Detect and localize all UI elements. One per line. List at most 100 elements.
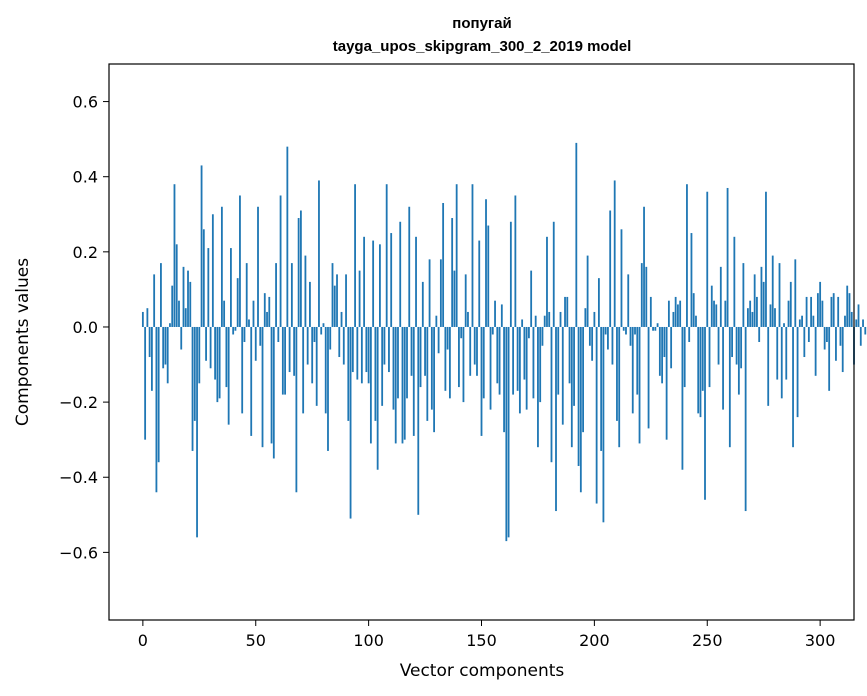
- bar: [232, 326, 235, 335]
- bar: [564, 296, 566, 327]
- bar: [543, 315, 546, 327]
- bar: [250, 326, 253, 436]
- bar: [728, 326, 731, 448]
- bar: [525, 326, 528, 410]
- bar: [336, 274, 338, 327]
- bar: [478, 240, 481, 327]
- plot-frame: [108, 63, 855, 621]
- bar: [561, 326, 564, 425]
- x-tick-label: 300: [805, 631, 836, 650]
- bar: [758, 326, 761, 342]
- bar: [345, 274, 347, 327]
- bar: [487, 225, 490, 327]
- bar: [211, 214, 214, 327]
- bar: [776, 326, 779, 380]
- bar: [832, 293, 835, 327]
- bar: [175, 244, 178, 327]
- bar: [494, 300, 496, 327]
- bar: [385, 184, 388, 327]
- bar: [162, 326, 165, 369]
- bar: [697, 326, 700, 414]
- bar: [737, 326, 740, 395]
- bar: [173, 184, 176, 327]
- bar: [512, 326, 515, 395]
- bar: [164, 326, 167, 365]
- bar: [575, 142, 578, 327]
- bar: [286, 146, 289, 327]
- bar: [243, 326, 246, 342]
- bar: [451, 218, 454, 327]
- bar: [412, 326, 415, 436]
- bar: [826, 326, 828, 342]
- bar: [146, 308, 149, 327]
- bar: [613, 180, 616, 327]
- bar: [306, 326, 309, 365]
- x-tick-label: 150: [466, 631, 497, 650]
- bar: [756, 296, 758, 327]
- bar: [568, 326, 571, 384]
- bar: [532, 326, 535, 399]
- bar: [584, 308, 587, 327]
- bar: [582, 326, 584, 433]
- bar: [372, 240, 375, 327]
- bar: [460, 326, 463, 339]
- bar: [663, 326, 666, 358]
- bar: [277, 326, 280, 342]
- bar: [704, 326, 706, 500]
- bar: [780, 326, 783, 399]
- bars-group: [141, 142, 867, 542]
- bar: [225, 326, 228, 388]
- bar: [424, 326, 426, 376]
- bar: [835, 326, 837, 361]
- bar: [363, 236, 366, 327]
- bar: [379, 244, 381, 327]
- bar: [850, 311, 853, 327]
- bar: [397, 326, 399, 399]
- bar: [516, 326, 519, 391]
- bar: [318, 180, 320, 327]
- bar: [421, 281, 424, 327]
- y-tick-label: 0.0: [73, 318, 98, 337]
- bar: [731, 326, 733, 358]
- bar: [480, 326, 483, 436]
- bar: [699, 326, 702, 418]
- y-tick-label: 0.6: [73, 93, 98, 112]
- bar: [320, 326, 323, 335]
- bar: [259, 326, 262, 346]
- bar: [284, 326, 286, 395]
- bar: [719, 266, 722, 327]
- bar: [550, 326, 553, 463]
- bar: [157, 326, 160, 463]
- bar: [622, 326, 625, 331]
- bar: [464, 274, 467, 327]
- bar: [236, 278, 239, 327]
- bar: [182, 266, 185, 327]
- bar: [855, 319, 858, 327]
- bar: [189, 281, 192, 327]
- bar: [816, 293, 819, 327]
- bar: [329, 326, 332, 350]
- bar: [288, 326, 291, 373]
- bar: [579, 326, 582, 493]
- bar: [426, 326, 429, 421]
- bar: [356, 326, 359, 380]
- x-axis-ticks: 0 50 100 150 200 250 300: [138, 620, 836, 650]
- bar: [812, 315, 815, 327]
- bar: [180, 326, 183, 350]
- bar: [661, 326, 664, 384]
- bar: [338, 326, 341, 358]
- bar: [295, 326, 298, 493]
- bar: [762, 281, 765, 327]
- bar: [640, 263, 643, 327]
- bar: [674, 296, 677, 327]
- x-tick-label: 0: [138, 631, 148, 650]
- bar: [722, 326, 724, 410]
- bar: [455, 184, 458, 327]
- bar: [358, 270, 361, 327]
- bar: [275, 263, 277, 327]
- bar: [153, 274, 156, 327]
- bar: [444, 326, 447, 391]
- bar: [620, 229, 623, 327]
- bar: [430, 326, 433, 410]
- bar: [683, 326, 686, 388]
